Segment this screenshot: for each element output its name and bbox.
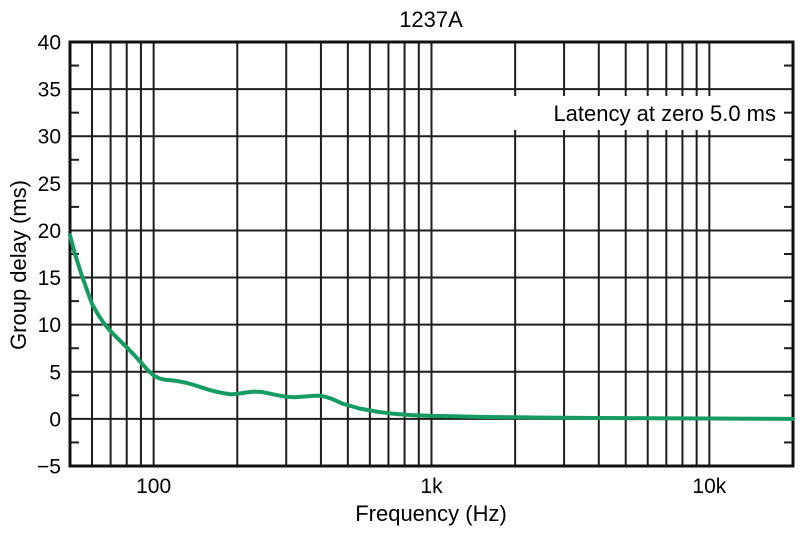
- y-tick-label: −5: [37, 456, 61, 479]
- y-axis-label: Group delay (ms): [6, 180, 31, 350]
- x-tick-label: 100: [136, 475, 171, 498]
- y-gridlines: [70, 88, 793, 420]
- y-tick-label: 15: [38, 267, 61, 290]
- y-tick-label: 35: [38, 79, 61, 102]
- group-delay-curve: [68, 233, 795, 421]
- x-axis-label: Frequency (Hz): [355, 501, 507, 526]
- y-tick-labels: 40 35 30 25 20 15 10 5 0 −5: [37, 32, 61, 479]
- x-gridlines: [91, 42, 711, 466]
- x-tick-labels: 100 1k 10k: [136, 475, 727, 498]
- x-tick-label: 1k: [420, 475, 443, 498]
- y-tick-label: 10: [38, 314, 61, 337]
- annotation-latency: Latency at zero 5.0 ms: [553, 101, 776, 126]
- plot-frame: [68, 40, 795, 468]
- y-tick-label: 40: [38, 32, 61, 55]
- chart-title: 1237A: [399, 7, 463, 32]
- x-tick-label: 10k: [692, 475, 726, 498]
- y-tick-label: 20: [38, 220, 61, 243]
- annotation-background: [506, 96, 784, 130]
- y-tick-label: 25: [38, 173, 61, 196]
- y-tick-label: 5: [49, 361, 61, 384]
- y-tick-label: 0: [49, 408, 61, 431]
- y-tick-label: 30: [38, 126, 61, 149]
